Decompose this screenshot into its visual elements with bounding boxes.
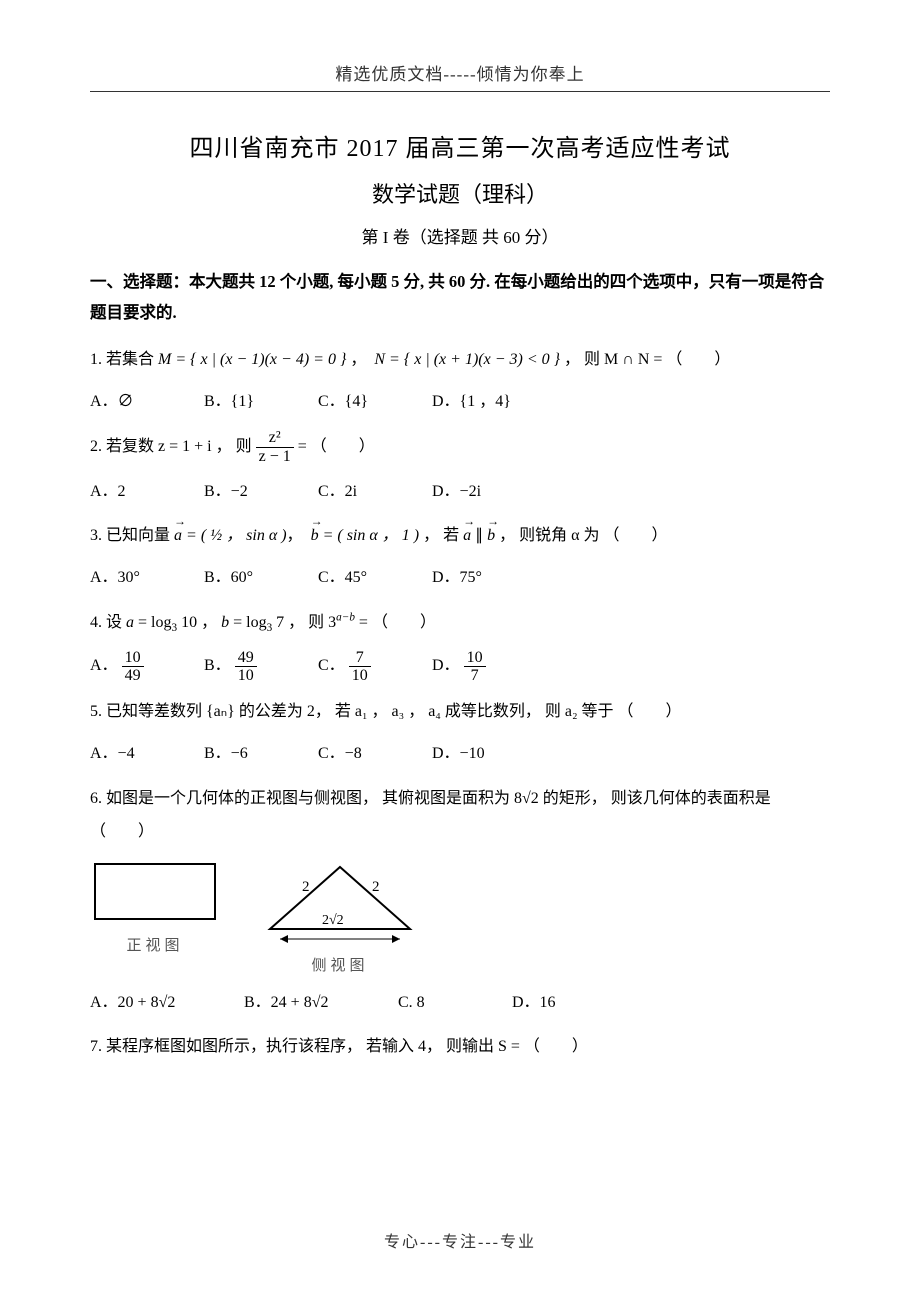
q3-options: A．30° B．60° C．45° D．75° [90, 560, 830, 595]
q6-figures: 正视图 2 2 2√2 侧视图 [90, 859, 830, 975]
question-6: 6. 如图是一个几何体的正视图与侧视图， 其俯视图是面积为 8√2 的矩形， 则… [90, 782, 830, 849]
q4-c-num: 7 [349, 649, 371, 668]
q6-tri-right: 2 [372, 879, 380, 895]
instructions: 一、选择题：本大题共 12 个小题, 每小题 5 分, 共 60 分. 在每小题… [90, 266, 830, 329]
q4-opt-d: D． 107 [432, 648, 542, 684]
question-3: 3. 已知向量 a = ( ½ ， sin α )， b = ( sin α ，… [90, 519, 830, 553]
q4-a-num: 10 [122, 649, 144, 668]
q3-vec-b: b [311, 519, 319, 553]
question-5: 5. 已知等差数列 {aₙ} 的公差为 2， 若 a₁ ， a₃ ， a₄ 成等… [90, 695, 830, 729]
q1-opt-b: B．{1} [204, 384, 314, 419]
q1-set-m: M = { x | (x − 1)(x − 4) = 0 } [158, 351, 346, 368]
q2-opt-a: A．2 [90, 474, 200, 509]
q3-opt-d: D．75° [432, 560, 542, 595]
q5-opt-b: B．−6 [204, 736, 314, 771]
title-main: 四川省南充市 2017 届高三第一次高考适应性考试 [90, 128, 830, 163]
q4-c-lbl: C． [318, 657, 345, 674]
q4-options: A． 1049 B． 4910 C． 710 D． 107 [90, 648, 830, 684]
q3-opt-a: A．30° [90, 560, 200, 595]
q4-a-lbl: A． [90, 657, 118, 674]
q3-vec-a2: a [463, 519, 471, 553]
q1-opt-a: A．∅ [90, 384, 200, 419]
q4-d-lbl: D． [432, 657, 460, 674]
q3-vec-a: a [174, 519, 182, 553]
q1-options: A．∅ B．{1} C．{4} D．{1 ，4} [90, 384, 830, 419]
q2-text: 2. 若复数 z = 1 + i ， 则 [90, 438, 256, 455]
q4-opt-a: A． 1049 [90, 648, 200, 684]
q3-opt-c: C．45° [318, 560, 428, 595]
q5-opt-d: D．−10 [432, 736, 542, 771]
q2-fraction: z² z − 1 [256, 429, 294, 465]
question-1: 1. 若集合 M = { x | (x − 1)(x − 4) = 0 } ， … [90, 343, 830, 377]
q2-opt-c: C．2i [318, 474, 428, 509]
q4-opt-c: C． 710 [318, 648, 428, 684]
q1-set-n: N = { x | (x + 1)(x − 3) < 0 } [374, 351, 560, 368]
q6-side-view: 2 2 2√2 侧视图 [260, 859, 420, 975]
question-7: 7. 某程序框图如图所示，执行该程序， 若输入 4， 则输出 S = （ ） [90, 1030, 830, 1064]
header-text: 精选优质文档-----倾情为你奉上 [90, 60, 830, 92]
q4-d-den: 7 [464, 667, 486, 685]
q2-eq: = （ ） [298, 438, 375, 455]
q1-post: ， 则 M ∩ N = （ ） [564, 351, 730, 368]
q6-opt-d: D．16 [512, 985, 622, 1020]
q6-opt-c: C. 8 [398, 985, 508, 1020]
q3-pre: 3. 已知向量 [90, 527, 174, 544]
q2-frac-den: z − 1 [256, 448, 294, 466]
q6-tri-left: 2 [302, 879, 310, 895]
q1-pre: 1. 若集合 [90, 351, 158, 368]
q6-tri-base: 2√2 [322, 913, 344, 928]
q3-mid: ， 若 [423, 527, 463, 544]
q3-parallel: ∥ [475, 527, 487, 544]
question-2: 2. 若复数 z = 1 + i ， 则 z² z − 1 = （ ） [90, 429, 830, 465]
q4-d-num: 10 [464, 649, 486, 668]
page: 精选优质文档-----倾情为你奉上 四川省南充市 2017 届高三第一次高考适应… [0, 0, 920, 1302]
q5-options: A．−4 B．−6 C．−8 D．−10 [90, 736, 830, 771]
q3-vec-b2: b [487, 519, 495, 553]
q1-opt-d: D．{1 ，4} [432, 384, 542, 419]
q3-post: ， 则锐角 α 为 （ ） [499, 527, 667, 544]
q4-b-den: 10 [235, 667, 257, 685]
q2-options: A．2 B．−2 C．2i D．−2i [90, 474, 830, 509]
q4-opt-b: B． 4910 [204, 648, 314, 684]
q2-opt-b: B．−2 [204, 474, 314, 509]
q3-b-def: = ( sin α ， 1 ) [323, 527, 420, 544]
q6-opt-b: B．24 + 8√2 [244, 985, 394, 1020]
footer-text: 专心---专注---专业 [0, 1228, 920, 1252]
q6-fig2-label: 侧视图 [260, 954, 420, 975]
q5-opt-a: A．−4 [90, 736, 200, 771]
q3-a-def: = ( ½ ， sin α ) [186, 527, 287, 544]
q2-frac-num: z² [256, 429, 294, 448]
q1-opt-c: C．{4} [318, 384, 428, 419]
q6-front-view: 正视图 [90, 859, 220, 955]
q4-text: 4. 设 a = log3 10 ， b = log3 7 ， 则 3a−b =… [90, 614, 436, 631]
title-sub: 数学试题（理科） [90, 177, 830, 209]
q2-opt-d: D．−2i [432, 474, 542, 509]
q6-options: A．20 + 8√2 B．24 + 8√2 C. 8 D．16 [90, 985, 830, 1020]
q6-fig1-label: 正视图 [90, 934, 220, 955]
question-4: 4. 设 a = log3 10 ， b = log3 7 ， 则 3a−b =… [90, 606, 830, 641]
section-line: 第 I 卷（选择题 共 60 分） [90, 223, 830, 248]
triangle-icon: 2 2 2√2 [260, 859, 420, 949]
q4-a-den: 49 [122, 667, 144, 685]
q5-opt-c: C．−8 [318, 736, 428, 771]
q6-opt-a: A．20 + 8√2 [90, 985, 240, 1020]
q4-b-num: 49 [235, 649, 257, 668]
q4-b-lbl: B． [204, 657, 231, 674]
rect-icon [90, 859, 220, 929]
q4-c-den: 10 [349, 667, 371, 685]
q3-opt-b: B．60° [204, 560, 314, 595]
